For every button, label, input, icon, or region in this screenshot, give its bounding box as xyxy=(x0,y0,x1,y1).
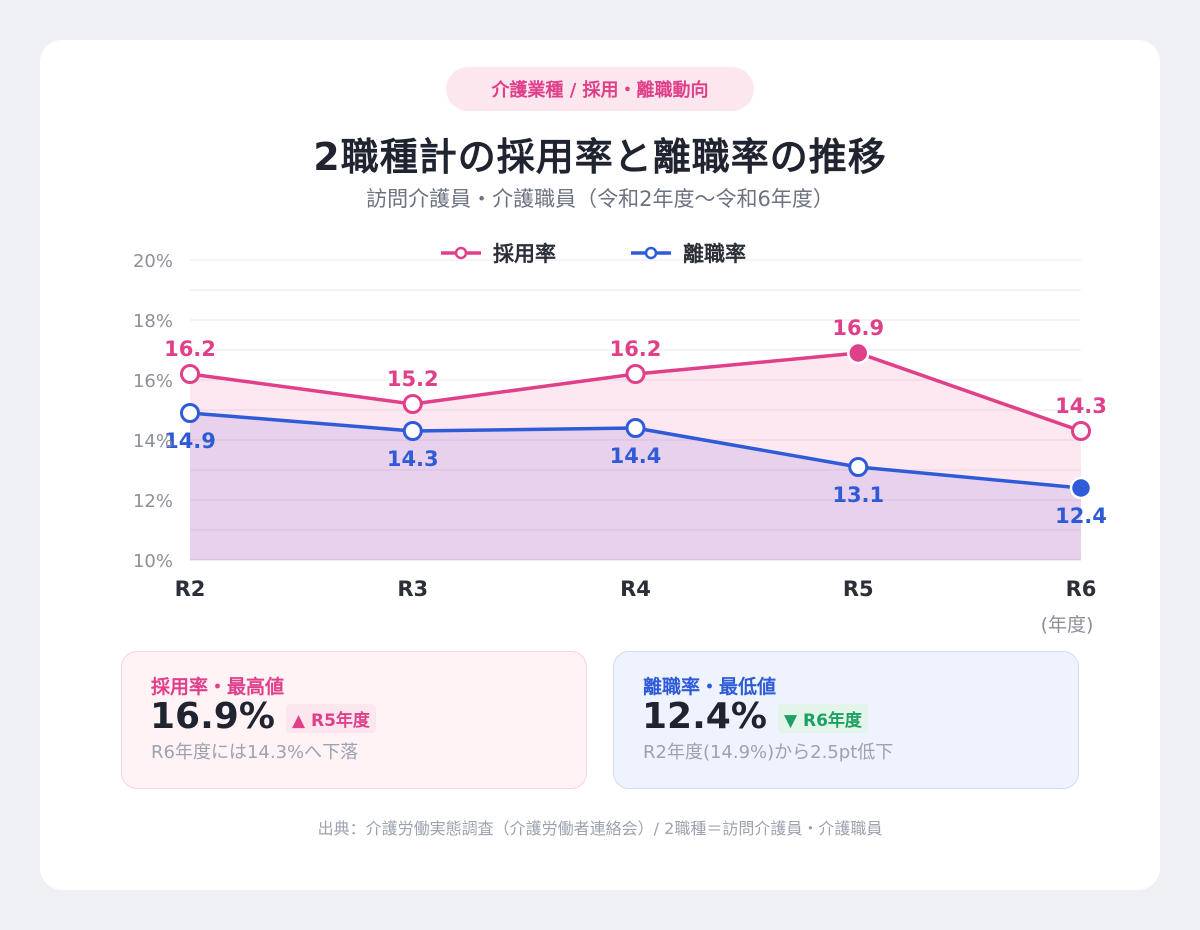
x-tick-label: R3 xyxy=(397,577,428,601)
legend-marker xyxy=(644,246,658,260)
data-point xyxy=(625,364,646,384)
y-tick-label: 12% xyxy=(133,491,173,512)
data-label: 16.2 xyxy=(164,337,216,361)
leave-summary-label: 離職率・最低値 xyxy=(643,676,777,698)
legend-marker xyxy=(454,246,468,260)
hire-summary-label: 採用率・最高値 xyxy=(151,676,285,698)
data-point xyxy=(847,341,870,365)
data-label: 14.3 xyxy=(387,447,439,471)
data-point xyxy=(180,364,200,384)
data-label: 13.1 xyxy=(832,483,884,507)
data-label: 14.4 xyxy=(610,444,662,468)
leave-summary-trend: ▼ R6年度 xyxy=(778,704,868,733)
data-label: 12.4 xyxy=(1055,504,1107,528)
y-tick-label: 14% xyxy=(133,431,173,452)
area-leave xyxy=(190,413,1081,560)
legend-label: 採用率 xyxy=(493,242,556,266)
data-points xyxy=(180,341,1093,500)
line-chart: 16.2 15.2 16.2 16.9 14.3 14.9 14.3 14.4 13.1 12.4… xyxy=(133,242,1107,636)
x-tick-label: R4 xyxy=(620,577,651,601)
hire-summary-trend: ▲ R5年度 xyxy=(286,704,376,733)
data-label: 14.3 xyxy=(1055,394,1107,418)
leave-summary-note: R2年度(14.9%)から2.5pt低下 xyxy=(643,742,894,763)
x-tick-label: R2 xyxy=(175,577,206,601)
source-note: 出典：介護労働実態調査（介護労働者連絡会）/ 2職種＝訪問介護員・介護職員 xyxy=(317,819,883,838)
chart-subtitle: 訪問介護員・介護職員（令和2年度〜令和6年度） xyxy=(366,187,834,211)
y-tick-label: 20% xyxy=(133,251,173,272)
hire-rate-summary-card: 採用率・最高値 16.9% ▲ R5年度 R6年度には14.3%へ下落 xyxy=(121,651,587,789)
data-labels: 16.2 15.2 16.2 16.9 14.3 14.9 14.3 14.4 13.1 12.4 xyxy=(164,316,1107,528)
data-point xyxy=(402,421,423,441)
data-point xyxy=(180,403,200,423)
chart-title: 2職種計の採用率と離職率の推移 xyxy=(313,135,887,179)
x-tick-label: R6 xyxy=(1066,577,1097,601)
data-label: 15.2 xyxy=(387,367,439,391)
axis-labels: 10% 12% 14% 16% 18% 20% R2 R3 R4 R5 R6 (年度) xyxy=(133,251,1096,636)
hire-summary-value: 16.9% xyxy=(150,696,275,737)
y-tick-label: 18% xyxy=(133,311,173,332)
data-point xyxy=(625,418,646,438)
data-point xyxy=(1071,421,1091,441)
legend: 採用率 離職率 xyxy=(441,242,746,266)
y-tick-label: 16% xyxy=(133,371,173,392)
legend-label: 離職率 xyxy=(683,242,746,266)
data-point xyxy=(848,457,869,477)
data-label: 16.9 xyxy=(832,316,884,340)
x-axis-label: (年度) xyxy=(1041,614,1094,636)
leave-rate-summary-card: 離職率・最低値 12.4% ▼ R6年度 R2年度(14.9%)から2.5pt低… xyxy=(613,651,1079,789)
hire-summary-note: R6年度には14.3%へ下落 xyxy=(151,742,359,763)
leave-summary-value: 12.4% xyxy=(642,696,767,737)
data-point xyxy=(1069,476,1093,500)
data-point xyxy=(402,394,423,414)
y-tick-label: 10% xyxy=(133,551,173,572)
category-badge: 介護業種 / 採用・離職動向 xyxy=(446,67,754,111)
data-label: 16.2 xyxy=(610,337,662,361)
data-label: 14.9 xyxy=(164,429,216,453)
x-tick-label: R5 xyxy=(843,577,874,601)
